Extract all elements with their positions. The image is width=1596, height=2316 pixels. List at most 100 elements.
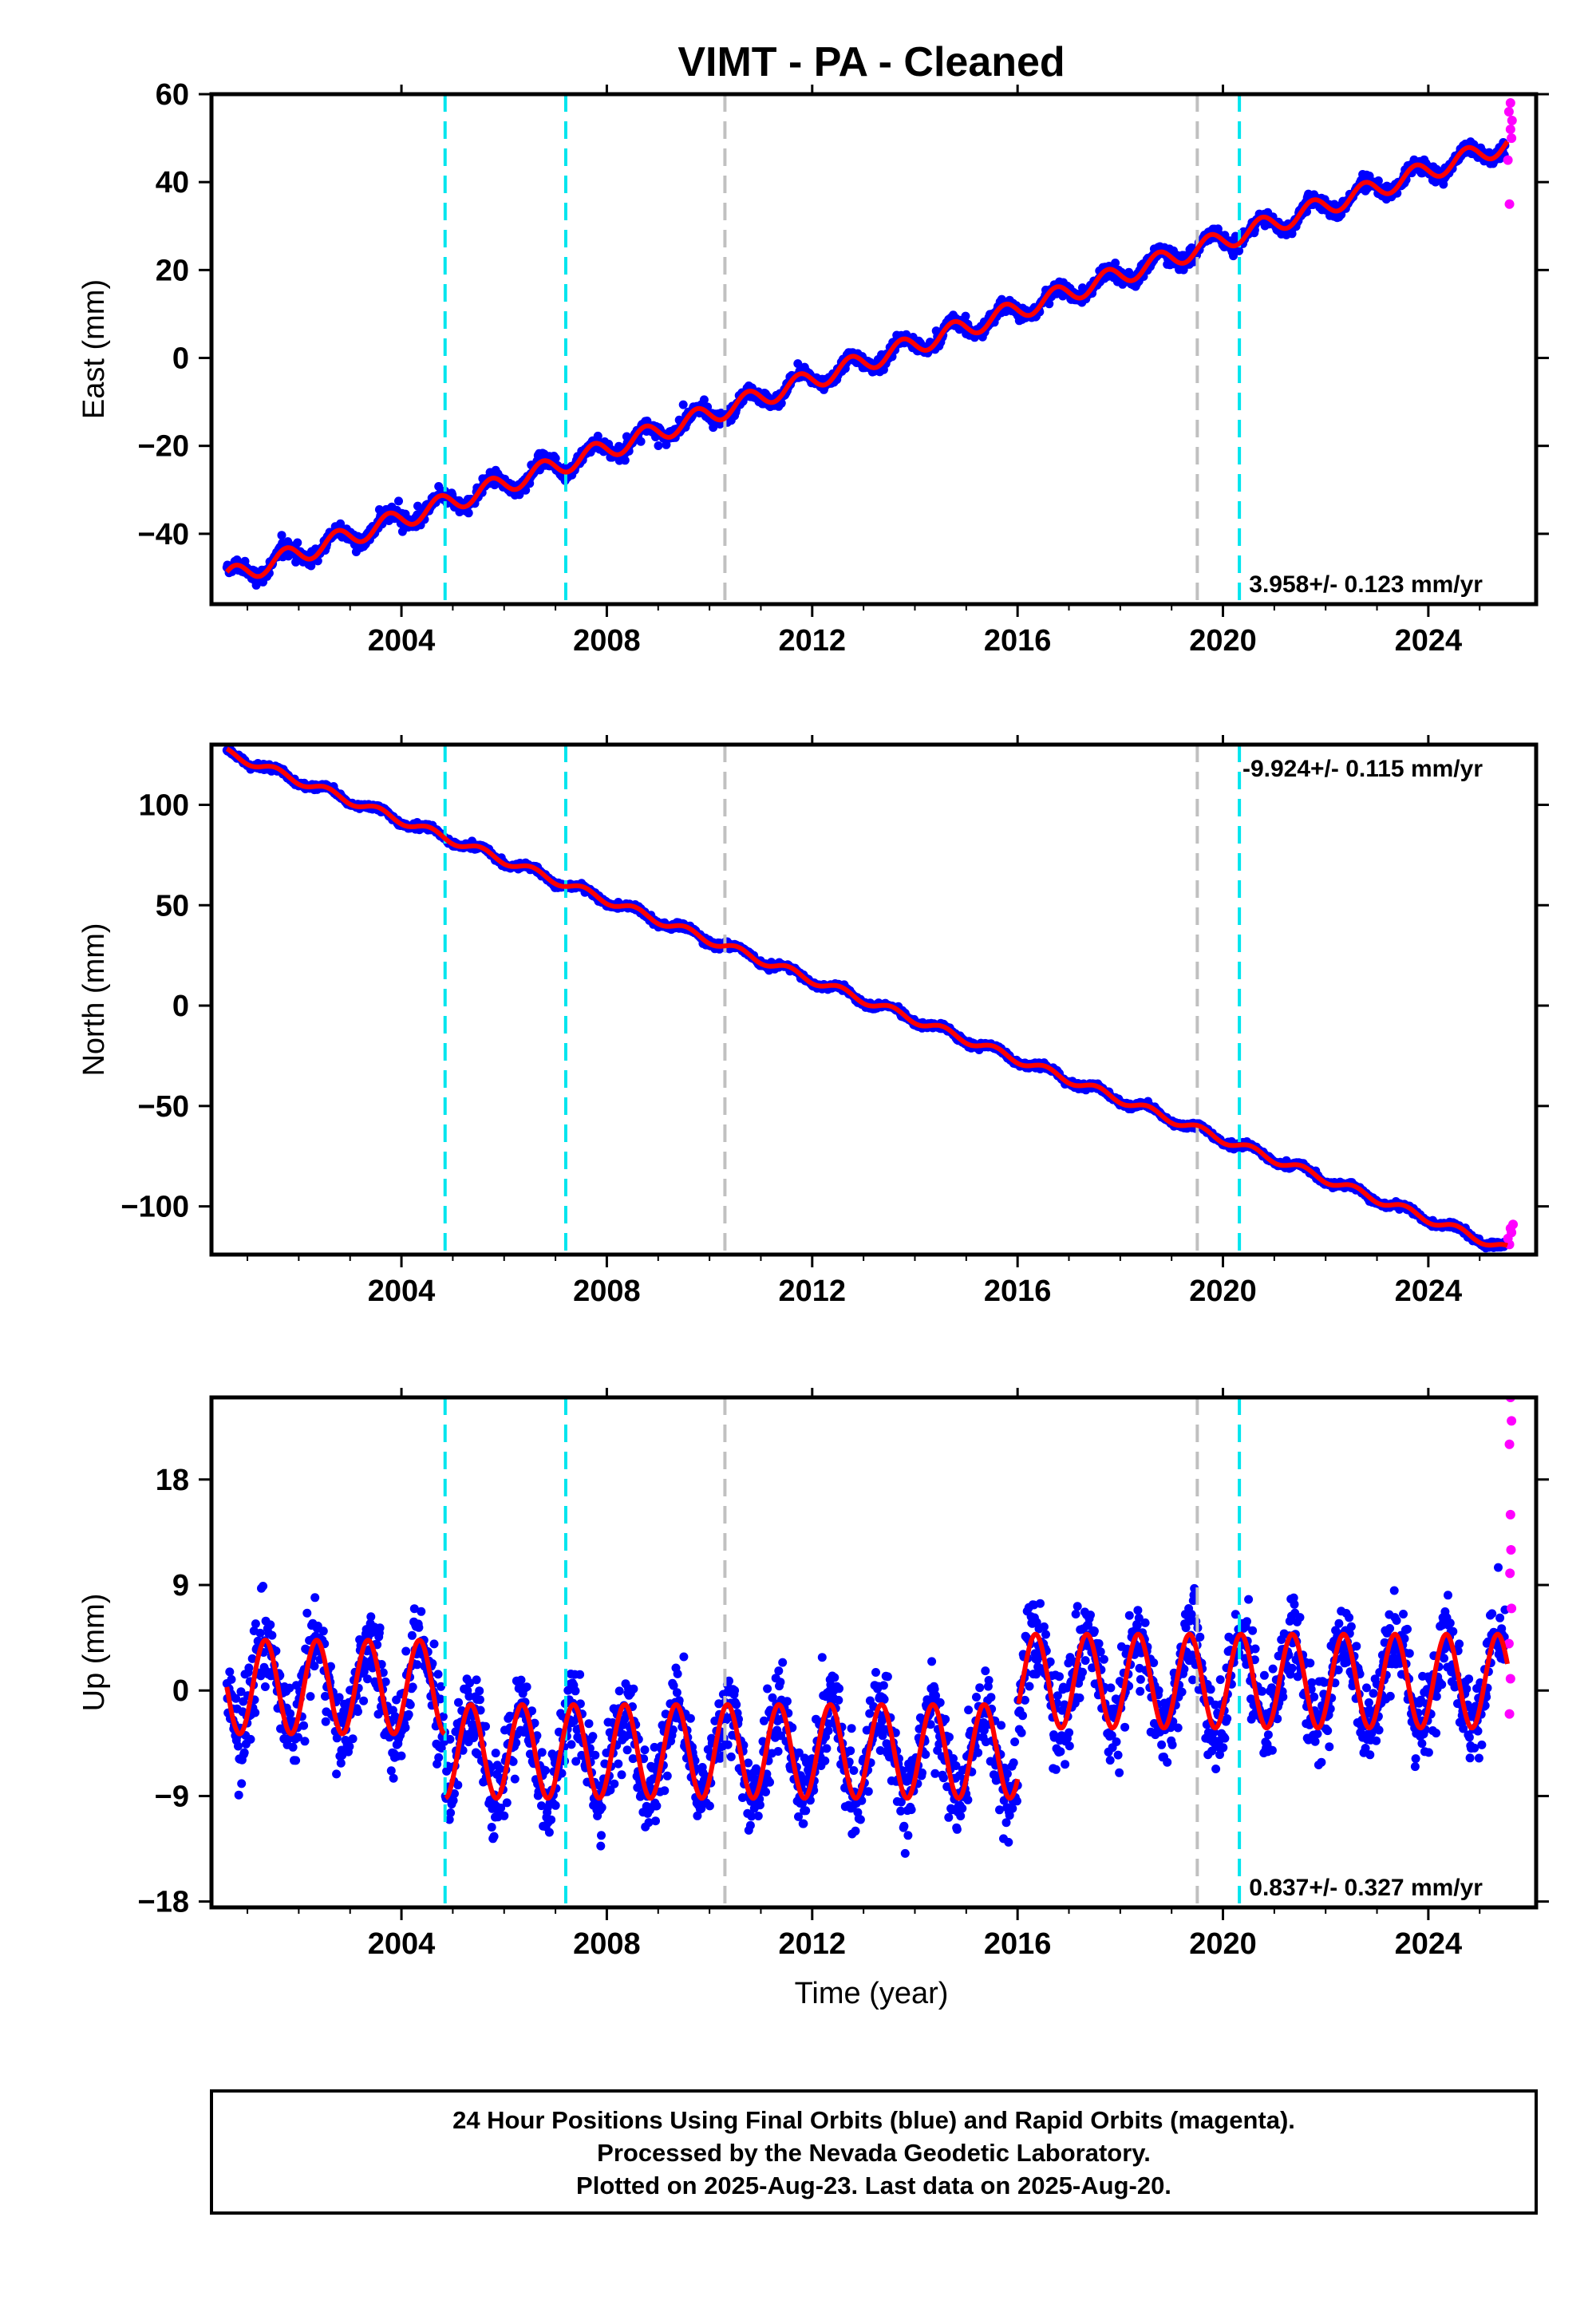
x-tick-label: 2016	[984, 1275, 1052, 1308]
rapid-orbit-point	[1505, 98, 1515, 109]
rapid-orbit-point	[1508, 1219, 1519, 1230]
north-frame	[209, 742, 1539, 1257]
final-orbit-point	[394, 496, 403, 506]
final-orbit-point	[227, 1674, 236, 1684]
final-orbit-point	[286, 1709, 295, 1718]
up-plot-area	[222, 1397, 1517, 1907]
final-orbit-point	[231, 1694, 241, 1703]
final-orbit-point	[310, 1662, 319, 1671]
x-tick-label: 2008	[573, 624, 641, 658]
final-orbit-point	[620, 456, 630, 465]
final-orbit-point	[551, 453, 560, 463]
final-orbit-point	[234, 1741, 243, 1751]
x-tick-label: 2012	[779, 1275, 847, 1308]
final-orbit-point	[336, 1758, 346, 1768]
final-orbit-point	[464, 508, 473, 518]
x-tick-label: 2004	[368, 624, 436, 658]
final-orbit-point	[363, 1674, 372, 1684]
north-rapid-orbit-points	[1503, 1219, 1519, 1250]
final-orbit-point	[285, 1683, 294, 1693]
final-orbit-point	[375, 1623, 385, 1633]
x-tick-label: 2020	[1189, 624, 1257, 658]
final-orbit-point	[294, 1733, 302, 1742]
final-orbit-point	[237, 1779, 247, 1788]
final-orbit-point	[332, 1733, 342, 1743]
east-rapid-orbit-points	[1503, 98, 1517, 209]
y-tick-label: 0	[172, 990, 189, 1023]
y-tick-label: −50	[138, 1090, 189, 1124]
y-tick-label: 100	[139, 788, 189, 822]
x-tick-label: 2024	[1395, 1275, 1463, 1308]
final-orbit-point	[1045, 299, 1054, 309]
east-model-fit-line	[224, 140, 1510, 579]
east-plot-area	[222, 94, 1517, 604]
final-orbit-point	[246, 1734, 255, 1744]
final-orbit-point	[255, 1628, 265, 1638]
final-orbit-point	[593, 431, 602, 441]
final-orbit-point	[244, 1663, 254, 1673]
y-tick-label: 0	[172, 342, 189, 376]
final-orbit-point	[306, 1692, 315, 1701]
final-orbit-point	[299, 1721, 309, 1730]
final-orbit-point	[359, 1696, 369, 1705]
final-orbit-point	[961, 311, 970, 321]
final-orbit-point	[225, 1667, 235, 1677]
final-orbit-point	[793, 359, 803, 369]
final-orbit-point	[293, 538, 302, 547]
final-orbit-point	[354, 1707, 362, 1717]
final-orbit-point	[386, 1766, 396, 1776]
final-orbit-point	[291, 1756, 301, 1765]
rapid-orbit-point	[1507, 116, 1517, 126]
final-orbit-point	[397, 1751, 406, 1761]
x-tick-label: 2024	[1395, 624, 1463, 658]
final-orbit-point	[1111, 259, 1120, 267]
final-orbit-point	[381, 1677, 390, 1686]
final-orbit-point	[310, 1593, 320, 1603]
final-orbit-point	[266, 1620, 275, 1630]
rapid-orbit-point	[1503, 107, 1514, 117]
rapid-orbit-point	[1505, 124, 1515, 135]
final-orbit-point	[251, 1619, 260, 1629]
final-orbit-point	[277, 531, 286, 540]
final-orbit-point	[373, 1709, 383, 1719]
final-orbit-point	[699, 395, 709, 405]
final-orbit-point	[251, 1708, 260, 1717]
final-orbit-point	[332, 1769, 342, 1779]
final-orbit-point	[234, 1790, 243, 1800]
y-tick-label: −100	[120, 1191, 189, 1224]
rapid-orbit-point	[1507, 133, 1517, 144]
east-panel: 2004 2008 2012 2016 2020 2024−40−200204060Eas…	[77, 78, 1549, 658]
up-final-orbit-points	[222, 1563, 1510, 1858]
final-orbit-point	[348, 1734, 358, 1744]
y-tick-label: 60	[156, 78, 189, 112]
north-rate-label: -9.924+/- 0.115 mm/yr	[1242, 756, 1483, 782]
final-orbit-point	[236, 1687, 246, 1697]
final-orbit-point	[1229, 251, 1238, 261]
final-orbit-point	[313, 1621, 322, 1630]
x-tick-label: 2016	[984, 624, 1052, 658]
north-y-axis-label: North (mm)	[77, 923, 111, 1076]
y-tick-label: 50	[156, 889, 189, 923]
x-tick-label: 2004	[368, 1275, 436, 1308]
final-orbit-point	[1373, 176, 1383, 185]
final-orbit-point	[678, 400, 688, 409]
final-orbit-point	[302, 1608, 312, 1618]
final-orbit-point	[260, 1682, 270, 1691]
final-orbit-point	[321, 1717, 330, 1726]
north-model-fit-line	[225, 746, 1508, 1248]
x-tick-label: 2008	[573, 1275, 641, 1308]
rapid-orbit-point	[1504, 199, 1515, 209]
y-tick-label: −40	[138, 518, 189, 551]
final-orbit-point	[267, 1630, 277, 1640]
final-orbit-point	[239, 1748, 249, 1757]
final-orbit-point	[334, 1693, 344, 1702]
x-tick-label: 2012	[779, 624, 847, 658]
final-orbit-point	[321, 1692, 330, 1701]
rapid-orbit-point	[1503, 155, 1513, 165]
x-tick-label: 2020	[1189, 1275, 1257, 1308]
final-orbit-point	[521, 485, 531, 495]
final-orbit-point	[318, 1626, 328, 1636]
north-panel: 2004 2008 2012 2016 2020 2024 −100 −50 0 50 100 Nor…	[77, 735, 1549, 1308]
figure-title: VIMT - PA - Cleaned	[678, 39, 1065, 85]
